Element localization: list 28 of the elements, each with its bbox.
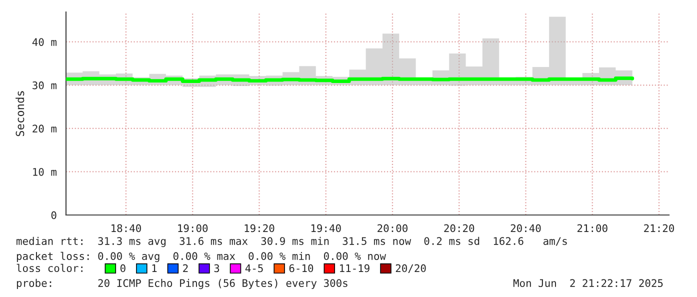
y-tick-label: 0 [51,211,56,220]
y-tick-label: 40 m [32,38,56,46]
text: median rtt: 31.3 ms avg 31.6 ms max 30.9 ms min 31.5 ms now 0.2 ms sd 162.6 am/s [16,236,567,248]
x-tick-label: 21:00 [577,224,608,232]
legend-label: 20/20 [396,264,426,273]
x-tick-label: 19:00 [178,224,208,232]
legend-label: 4-5 [245,264,263,272]
x-tick-label: 18:40 [112,224,141,232]
y-axis-title: Seconds [16,91,24,136]
x-tick-label: 21:20 [644,224,674,232]
x-tick-label: 19:40 [311,224,341,232]
text: probe: 20 ICMP Echo Pings (56 Bytes) every 300s [16,278,348,290]
y-tick-label: 10 m [33,168,56,176]
text: packet loss: 0.00 % avg 0.00 % max 0.00 % min 0.00 % now [16,252,386,262]
x-tick-label: 20:20 [444,224,474,232]
text: Mon Jun 2 21:22:17 2025 [513,279,663,288]
legend-label: 3 [214,264,220,272]
x-tick-label: 20:40 [510,224,541,232]
legend-label: 1 [152,264,157,272]
legend-label: 6-10 [289,264,314,272]
legend-title: loss color: [16,264,82,272]
legend-label: 11-19 [340,264,370,272]
y-tick-label: 30 m [32,81,56,90]
y-tick-label: 20 m [32,124,56,133]
legend-label: 2 [183,264,188,272]
x-tick-label: 19:20 [244,224,274,232]
legend-label: 0 [120,264,126,272]
x-tick-label: 20:00 [378,224,408,232]
